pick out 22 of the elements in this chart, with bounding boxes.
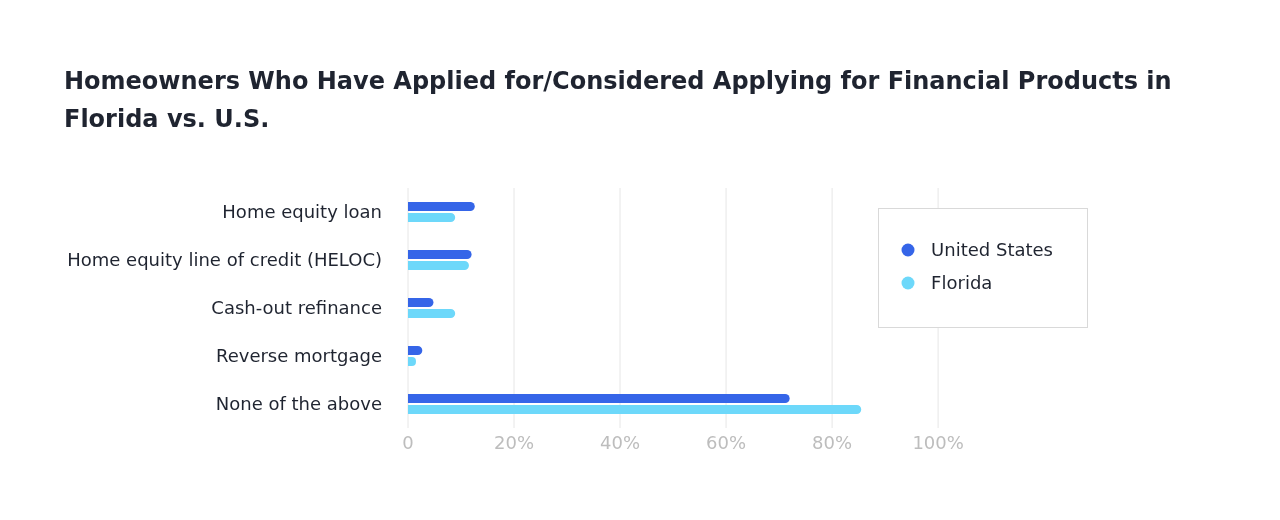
x-tick-label: 40% xyxy=(600,431,641,453)
bar xyxy=(408,213,456,222)
bar xyxy=(408,394,790,403)
bar xyxy=(408,261,469,270)
y-tick-label: Home equity line of credit (HELOC) xyxy=(67,249,382,271)
bar xyxy=(408,298,434,307)
x-tick-label: 100% xyxy=(912,431,964,453)
x-tick-label: 60% xyxy=(706,431,747,453)
x-tick-label: 0 xyxy=(402,431,414,453)
y-tick-label: Reverse mortgage xyxy=(215,345,382,367)
bar xyxy=(408,405,862,414)
y-tick-label: Home equity loan xyxy=(222,201,382,223)
y-tick-label: None of the above xyxy=(215,393,382,415)
x-tick-label: 20% xyxy=(494,431,535,453)
x-tick-label: 80% xyxy=(812,431,853,453)
legend-label: United States xyxy=(931,239,1053,260)
chart-title: Homeowners Who Have Applied for/Considered Applying for Financial Products in Florida vs. U.S. xyxy=(63,66,1173,135)
y-tick-label: Cash-out refinance xyxy=(211,297,382,319)
bar xyxy=(408,202,475,211)
legend-label: Florida xyxy=(931,272,993,293)
bar xyxy=(408,309,456,318)
bar xyxy=(408,250,472,259)
